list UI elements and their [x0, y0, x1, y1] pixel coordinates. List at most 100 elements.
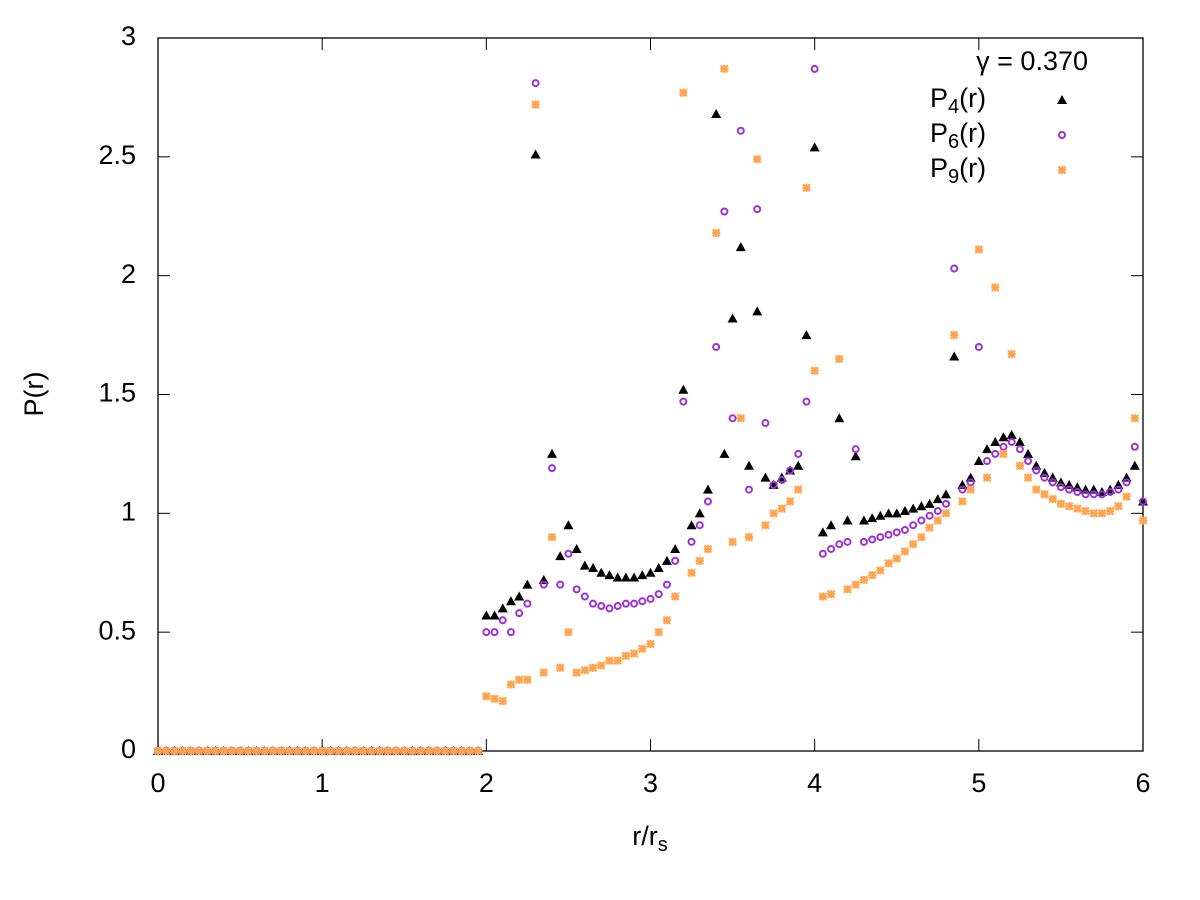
- point: [523, 675, 532, 684]
- point: [727, 313, 738, 323]
- point: [572, 668, 581, 677]
- point: [432, 746, 442, 756]
- x-tick-label: 0: [150, 768, 165, 798]
- point: [876, 566, 885, 575]
- point: [958, 485, 967, 494]
- point: [399, 746, 409, 756]
- point: [383, 746, 393, 756]
- point: [695, 556, 705, 566]
- point: [490, 694, 499, 703]
- point: [809, 142, 820, 152]
- point: [219, 746, 228, 756]
- point: [1122, 492, 1131, 501]
- point: [933, 506, 942, 515]
- point: [916, 501, 927, 511]
- point: [497, 603, 508, 613]
- point: [802, 183, 811, 193]
- point: [858, 515, 869, 525]
- point: [153, 746, 163, 756]
- point: [687, 568, 696, 578]
- point: [941, 489, 951, 499]
- point: [646, 594, 655, 603]
- plot-border: [157, 37, 1144, 752]
- point: [548, 464, 556, 473]
- point: [712, 342, 721, 351]
- point: [794, 449, 803, 458]
- point: [917, 516, 926, 525]
- point: [827, 544, 836, 553]
- point: [449, 746, 458, 756]
- point: [514, 675, 524, 684]
- point: [670, 543, 681, 553]
- point: [802, 397, 811, 406]
- point: [900, 547, 910, 556]
- x-tick-label: 1: [315, 768, 330, 798]
- point: [933, 516, 943, 525]
- point: [653, 562, 664, 572]
- point: [761, 419, 770, 428]
- point: [572, 585, 581, 594]
- point: [818, 592, 828, 601]
- point: [235, 746, 245, 756]
- point: [661, 555, 672, 565]
- point: [843, 537, 852, 546]
- point: [949, 351, 960, 361]
- point: [621, 599, 630, 608]
- point: [498, 696, 508, 706]
- point: [1073, 487, 1082, 496]
- point: [752, 154, 762, 164]
- legend-label: P6(r): [930, 118, 986, 153]
- point: [1105, 506, 1115, 516]
- point: [924, 498, 935, 508]
- point: [899, 505, 910, 515]
- point: [547, 532, 557, 542]
- point: [1015, 445, 1024, 454]
- point: [580, 665, 590, 675]
- point: [826, 520, 837, 530]
- x-tick-label: 4: [807, 768, 822, 798]
- point: [638, 644, 647, 654]
- point: [326, 746, 335, 756]
- point: [1007, 349, 1016, 359]
- point: [276, 746, 286, 756]
- point: [826, 589, 836, 599]
- point: [597, 602, 606, 611]
- point: [793, 485, 803, 494]
- point: [638, 597, 647, 606]
- point: [580, 592, 589, 601]
- point: [202, 746, 212, 756]
- point: [1139, 497, 1147, 506]
- point: [564, 627, 573, 637]
- point: [843, 585, 852, 594]
- point: [1015, 461, 1025, 471]
- point: [744, 460, 754, 470]
- point: [884, 558, 893, 568]
- point: [735, 242, 746, 252]
- point: [1032, 485, 1041, 494]
- point: [908, 539, 918, 549]
- point: [1006, 429, 1017, 439]
- point: [555, 551, 566, 561]
- point: [1064, 501, 1074, 511]
- point: [260, 746, 269, 756]
- point: [998, 432, 1009, 442]
- point: [1081, 506, 1090, 516]
- point: [620, 572, 631, 582]
- y-tick-label: 2.5: [98, 140, 136, 170]
- point: [588, 663, 598, 673]
- point: [506, 628, 515, 637]
- point: [596, 661, 606, 670]
- point: [350, 746, 360, 756]
- point: [818, 549, 827, 558]
- point: [547, 448, 557, 458]
- point: [1081, 490, 1090, 499]
- point: [244, 746, 253, 756]
- legend-marker: [1057, 165, 1067, 175]
- point: [285, 746, 294, 756]
- point: [579, 560, 590, 570]
- y-tick-label: 0: [121, 734, 136, 764]
- point: [777, 476, 786, 485]
- point: [514, 591, 525, 601]
- point: [1024, 457, 1033, 466]
